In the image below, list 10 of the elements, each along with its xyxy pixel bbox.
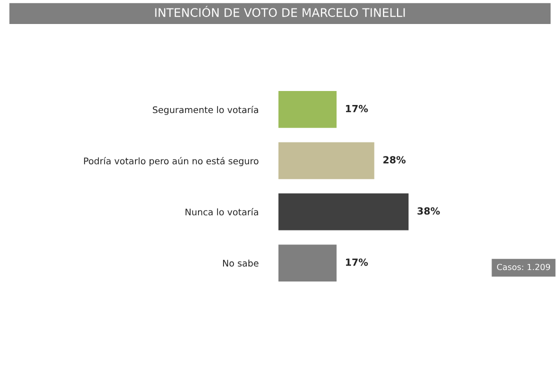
y-tick-label: Podría votarlo pero aún no está seguro — [84, 157, 258, 166]
data-label: 28% — [383, 156, 406, 164]
y-tick-label: No sabe — [223, 260, 258, 267]
data-label: 17% — [346, 258, 368, 266]
chart-title: INTENCIÓN DE VOTO DE MARCELO TINELLI — [155, 6, 405, 18]
data-label: 17% — [346, 104, 368, 112]
y-tick-label: Nunca lo votaría — [186, 208, 258, 216]
text: Casos: 1.209 — [497, 264, 550, 270]
y-tick-label: Seguramente lo votaría — [152, 106, 258, 115]
data-label: 38% — [418, 207, 440, 215]
